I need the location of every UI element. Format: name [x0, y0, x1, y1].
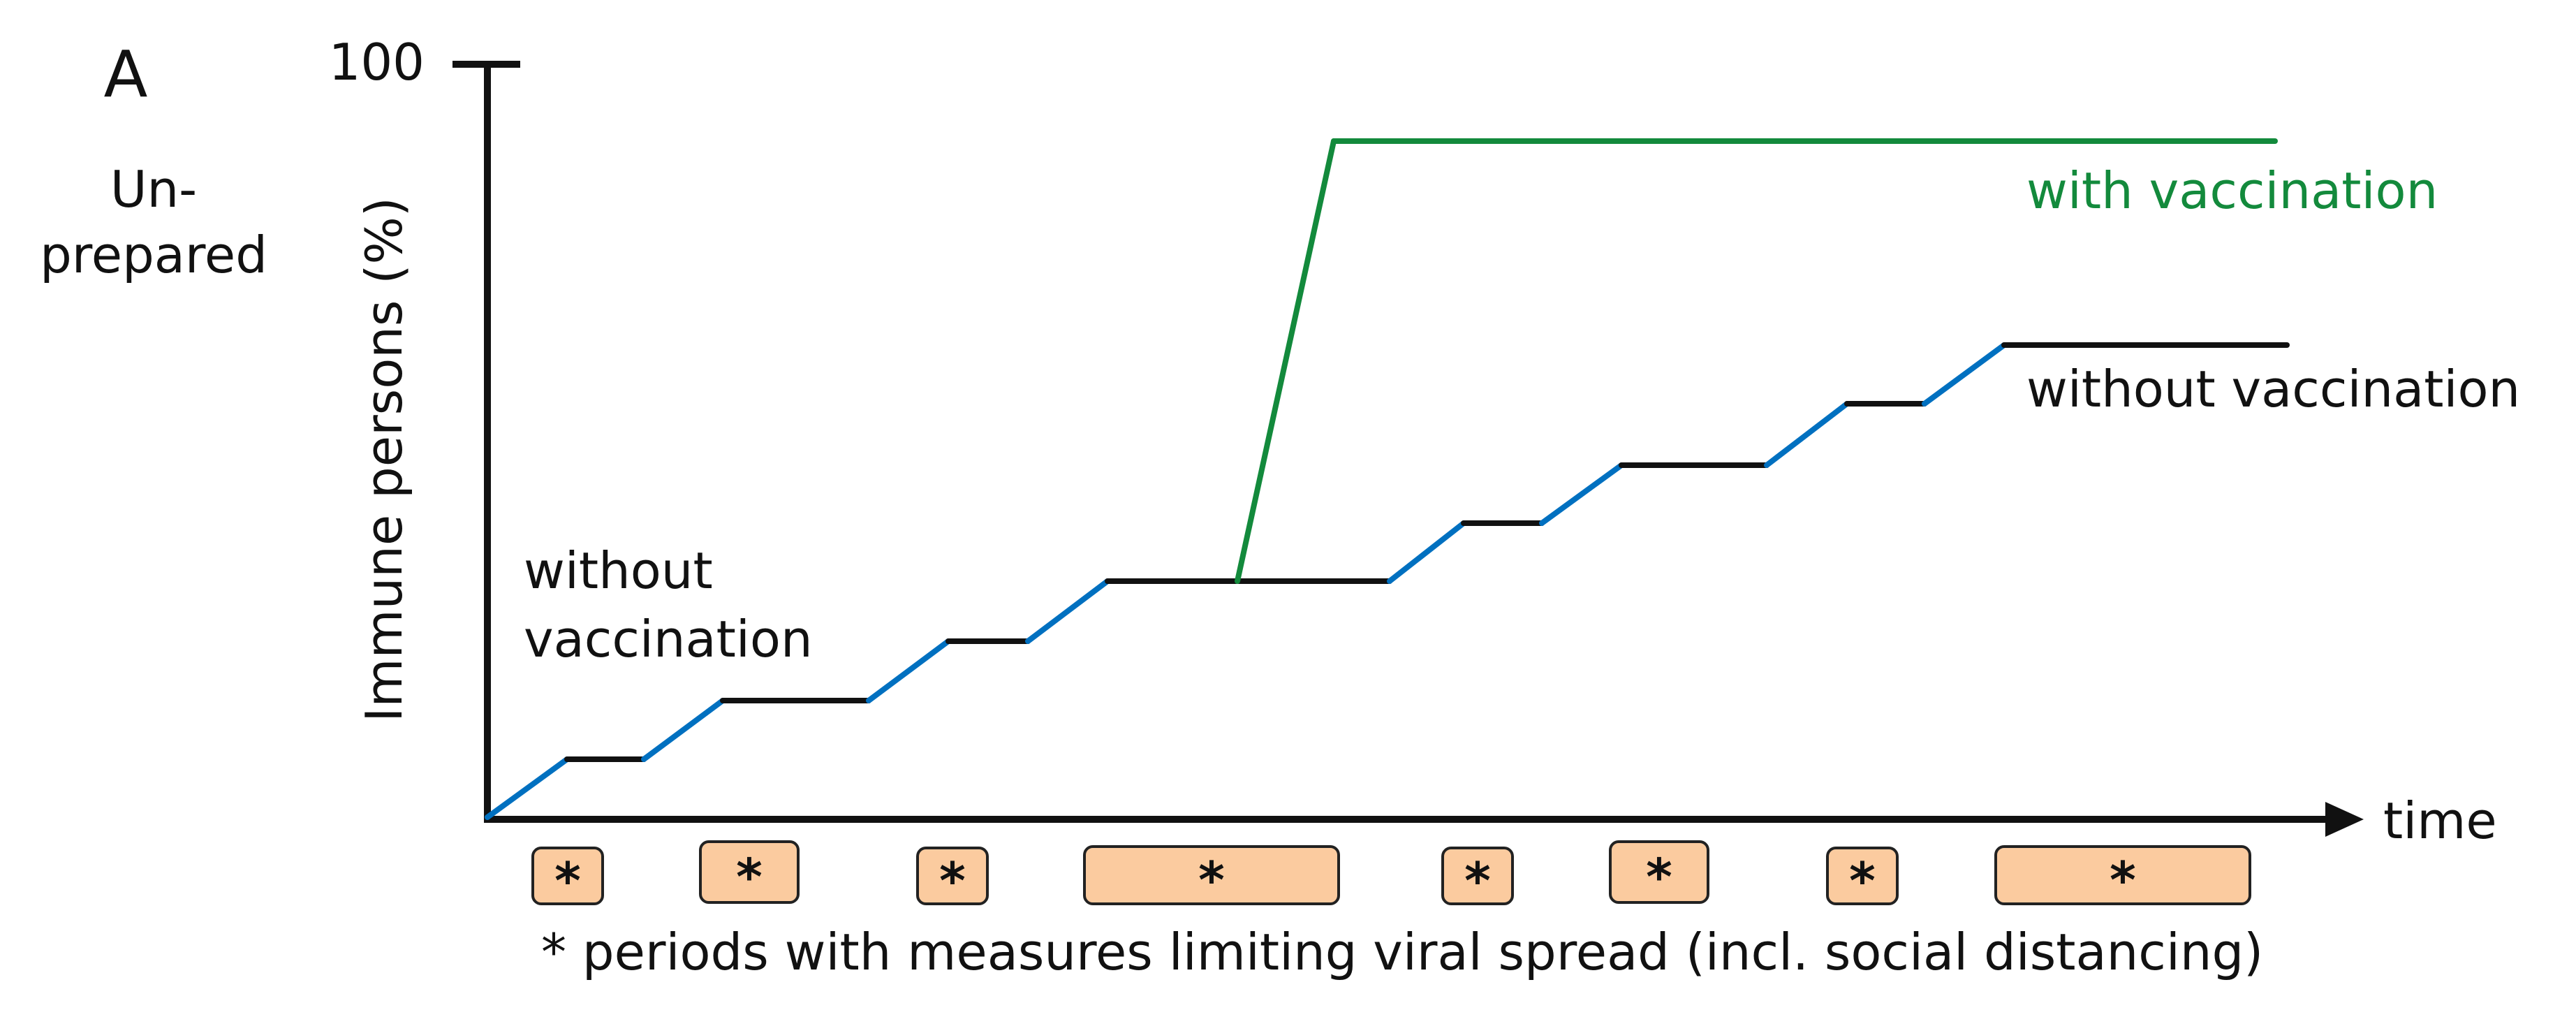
curve-rise-segment [1539, 462, 1624, 526]
curve-rise-segment [1764, 401, 1850, 468]
period-marker: * [1464, 851, 1491, 910]
annotation-without-vaccination-left-line1: without [524, 541, 713, 600]
curve-layer [485, 138, 2290, 820]
annotation-without-vaccination-left-line2: vaccination [524, 610, 813, 668]
legend-text: * periods with measures limiting viral s… [541, 923, 2263, 981]
corner-label-line2: prepared [40, 226, 267, 284]
period-box [1994, 845, 2251, 905]
period-marker: * [1198, 851, 1225, 909]
period-box [1083, 845, 1340, 905]
period-box [916, 847, 989, 905]
panel-label: A [104, 37, 148, 112]
corner-label-line1: Un- [110, 160, 197, 219]
y-axis-label: Immune persons (%) [355, 197, 413, 722]
annotation-without-vaccination-right: without vaccination [2026, 360, 2520, 418]
vaccination-rise-segment [1235, 138, 1337, 584]
period-box [1609, 840, 1709, 904]
period-box [699, 840, 800, 904]
period-marker: * [554, 851, 581, 910]
curve-rise-segment [1387, 520, 1466, 584]
period-box [1826, 847, 1899, 905]
curve-rise-segment [866, 638, 951, 703]
period-marker: * [939, 851, 966, 910]
y-axis-top-tick-label: 100 [329, 33, 425, 92]
x-axis-label: time [2383, 791, 2497, 850]
period-marker: * [1646, 848, 1672, 907]
period-box [531, 847, 604, 905]
period-marker: * [1849, 851, 1876, 910]
x-axis-arrowhead [2325, 802, 2364, 837]
period-marker: * [2110, 851, 2136, 909]
curve-rise-segment [1025, 578, 1110, 644]
curve-rise-segment [1922, 342, 2007, 407]
period-marker: * [736, 848, 763, 907]
curve-rise-segment [641, 698, 726, 762]
annotation-with-vaccination: with vaccination [2026, 161, 2438, 220]
period-layer: * * * * * * * * [531, 840, 2251, 910]
curve-rise-segment [485, 756, 570, 820]
period-box [1441, 847, 1514, 905]
